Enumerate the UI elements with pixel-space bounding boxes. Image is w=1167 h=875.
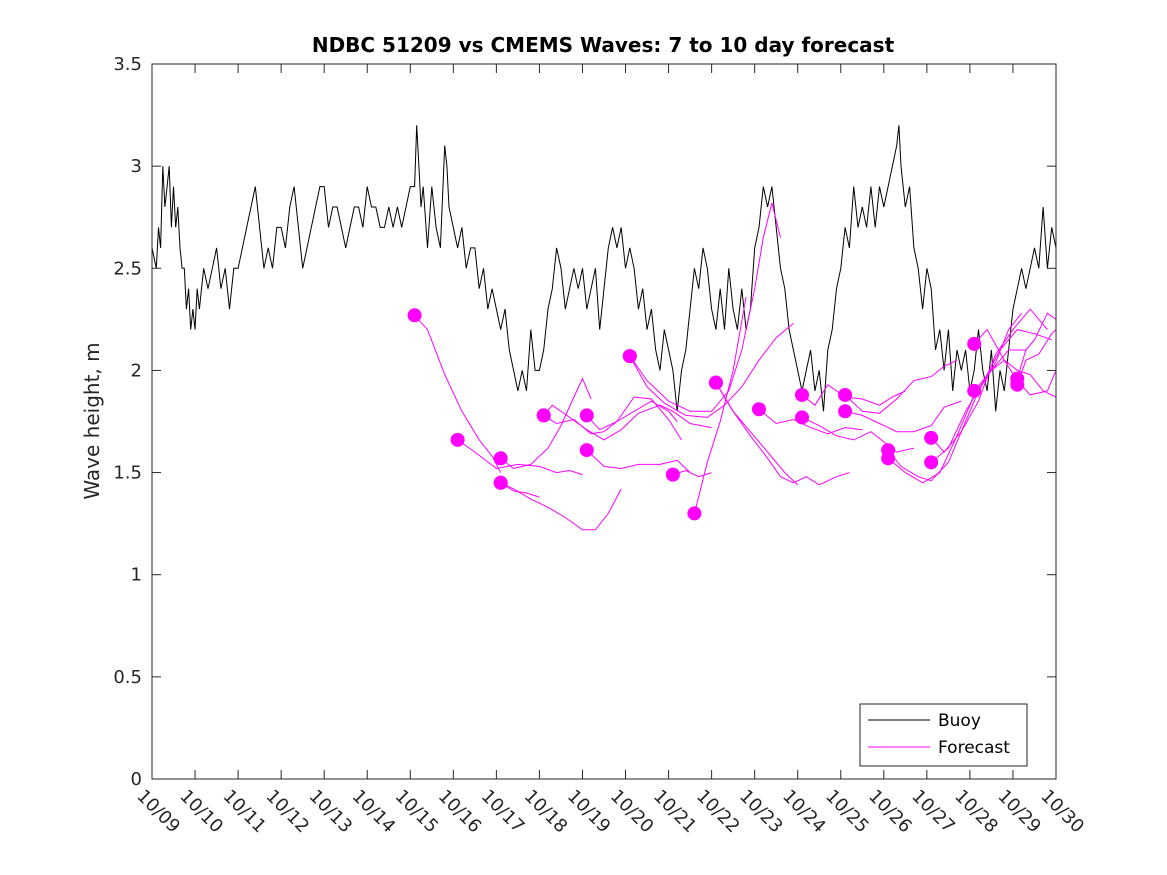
forecast-start-marker [536,408,551,423]
forecast-start-marker [924,430,939,445]
x-tick-label: 10/17 [477,786,529,838]
forecast-start-marker [838,404,853,419]
forecast-line [1016,329,1056,385]
legend-label-forecast: Forecast [938,738,1010,758]
forecast-start-marker [881,451,896,466]
x-tick-label: 10/12 [262,786,314,838]
x-tick-label: 10/14 [348,786,400,838]
y-axis-label: Wave height, m [80,342,104,499]
forecast-line [801,383,906,406]
forecast-line [887,312,1022,482]
x-tick-label: 10/10 [176,786,228,838]
forecast-line [586,396,682,441]
forecast-line [500,482,540,498]
x-tick-label: 10/21 [649,786,701,838]
forecast-line [457,439,583,476]
legend-box [859,703,1028,767]
legend-label-buoy: Buoy [938,711,981,731]
x-tick-label: 10/24 [778,786,830,838]
plot-frame [151,63,1057,780]
plot-series [152,125,1056,531]
buoy-line [152,125,1056,412]
x-tick-label: 10/11 [219,786,271,838]
forecast-line [973,328,1056,398]
forecast-start-marker [924,455,939,470]
forecast-markers [407,308,1025,521]
y-tick-label: 3 [131,156,142,177]
forecast-line [758,408,863,435]
forecast-line [629,323,794,418]
y-tick-label: 0.5 [113,667,142,688]
x-tick-label: 10/29 [993,786,1045,838]
y-tick-label: 3.5 [113,54,142,75]
forecast-line [715,382,850,486]
x-tick-label: 10/28 [950,786,1002,838]
forecast-line [844,400,962,433]
x-tick-label: 10/20 [606,786,658,838]
forecast-line [1016,312,1056,379]
chart-title: NDBC 51209 vs CMEMS Waves: 7 to 10 day f… [312,33,895,57]
x-tick-label: 10/25 [821,786,873,838]
forecast-start-marker [493,451,508,466]
y-tick-label: 0 [131,769,142,790]
x-tick-label: 10/27 [907,786,959,838]
forecast-start-marker [795,387,810,402]
forecast-start-marker [687,506,702,521]
x-tick-label: 10/23 [735,786,787,838]
forecast-line [693,296,747,514]
forecast-start-marker [450,432,465,447]
forecast-start-marker [838,387,853,402]
forecast-line [500,482,622,531]
forecast-start-marker [622,349,637,364]
forecast-line [543,404,712,441]
forecast-start-marker [579,443,594,458]
y-tick-label: 1 [131,565,142,586]
forecast-line [543,400,678,435]
forecast-start-marker [751,402,766,417]
x-tick-label: 10/19 [563,786,615,838]
forecast-line [586,449,691,473]
forecast-line [887,349,1026,484]
forecast-line [629,202,781,412]
forecast-start-marker [1010,377,1025,392]
forecast-start-marker [795,410,810,425]
forecast-line [930,329,1052,463]
legend: Buoy Forecast [859,703,1028,767]
x-tick-label: 10/22 [692,786,744,838]
forecast-start-marker [493,475,508,490]
forecast-start-marker [579,408,594,423]
forecast-line [414,314,502,473]
forecast-line [844,359,958,414]
forecast-line [500,377,592,470]
y-tick-label: 2 [131,360,142,381]
y-tick-label: 2.5 [113,258,142,279]
x-tick-label: 10/13 [305,786,357,838]
forecast-line [801,416,915,453]
x-tick-label: 10/26 [864,786,916,838]
x-tick-label: 10/09 [132,786,184,838]
forecast-start-marker [708,375,723,390]
y-tick-label: 1.5 [113,463,142,484]
forecast-start-marker [407,308,422,323]
forecast-start-marker [967,336,982,351]
y-axis: 0 0.5 1 1.5 2 2.5 3 3.5 [113,54,1056,790]
x-tick-label: 10/16 [434,786,486,838]
x-tick-label: 10/30 [1036,786,1088,838]
forecast-line [715,382,799,486]
x-tick-label: 10/18 [520,786,572,838]
forecast-start-marker [967,383,982,398]
forecast-start-marker [665,467,680,482]
x-tick-label: 10/15 [391,786,443,838]
